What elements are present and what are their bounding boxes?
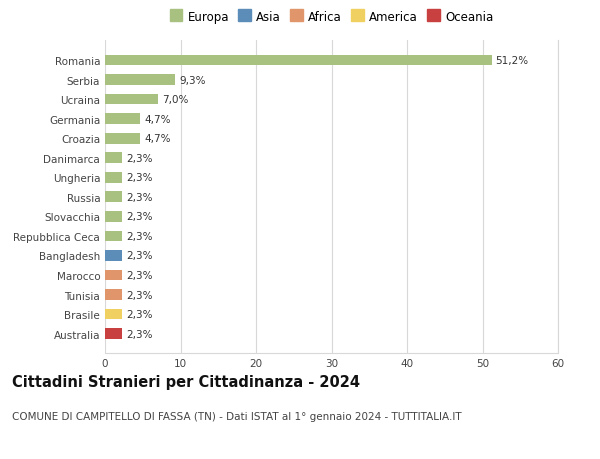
Text: 2,3%: 2,3% [126, 329, 152, 339]
Legend: Europa, Asia, Africa, America, Oceania: Europa, Asia, Africa, America, Oceania [165, 6, 498, 29]
Text: 2,3%: 2,3% [126, 153, 152, 163]
Text: 2,3%: 2,3% [126, 251, 152, 261]
Bar [105, 270, 122, 281]
Bar [105, 95, 158, 105]
Bar [105, 231, 122, 242]
Bar [105, 251, 122, 261]
Bar [105, 329, 122, 339]
Text: 2,3%: 2,3% [126, 212, 152, 222]
Text: 4,7%: 4,7% [144, 114, 171, 124]
Bar [105, 134, 140, 144]
Text: 9,3%: 9,3% [179, 75, 205, 85]
Text: COMUNE DI CAMPITELLO DI FASSA (TN) - Dati ISTAT al 1° gennaio 2024 - TUTTITALIA.: COMUNE DI CAMPITELLO DI FASSA (TN) - Dat… [12, 411, 461, 421]
Bar [105, 212, 122, 222]
Text: Cittadini Stranieri per Cittadinanza - 2024: Cittadini Stranieri per Cittadinanza - 2… [12, 374, 360, 389]
Bar [105, 153, 122, 164]
Bar [105, 290, 122, 300]
Text: 2,3%: 2,3% [126, 173, 152, 183]
Text: 4,7%: 4,7% [144, 134, 171, 144]
Bar [105, 173, 122, 183]
Bar [105, 75, 175, 86]
Text: 2,3%: 2,3% [126, 192, 152, 202]
Text: 2,3%: 2,3% [126, 270, 152, 280]
Bar [105, 192, 122, 203]
Bar [105, 309, 122, 320]
Text: 2,3%: 2,3% [126, 309, 152, 319]
Text: 7,0%: 7,0% [161, 95, 188, 105]
Bar [105, 56, 491, 66]
Text: 2,3%: 2,3% [126, 231, 152, 241]
Text: 51,2%: 51,2% [496, 56, 529, 66]
Bar [105, 114, 140, 125]
Text: 2,3%: 2,3% [126, 290, 152, 300]
